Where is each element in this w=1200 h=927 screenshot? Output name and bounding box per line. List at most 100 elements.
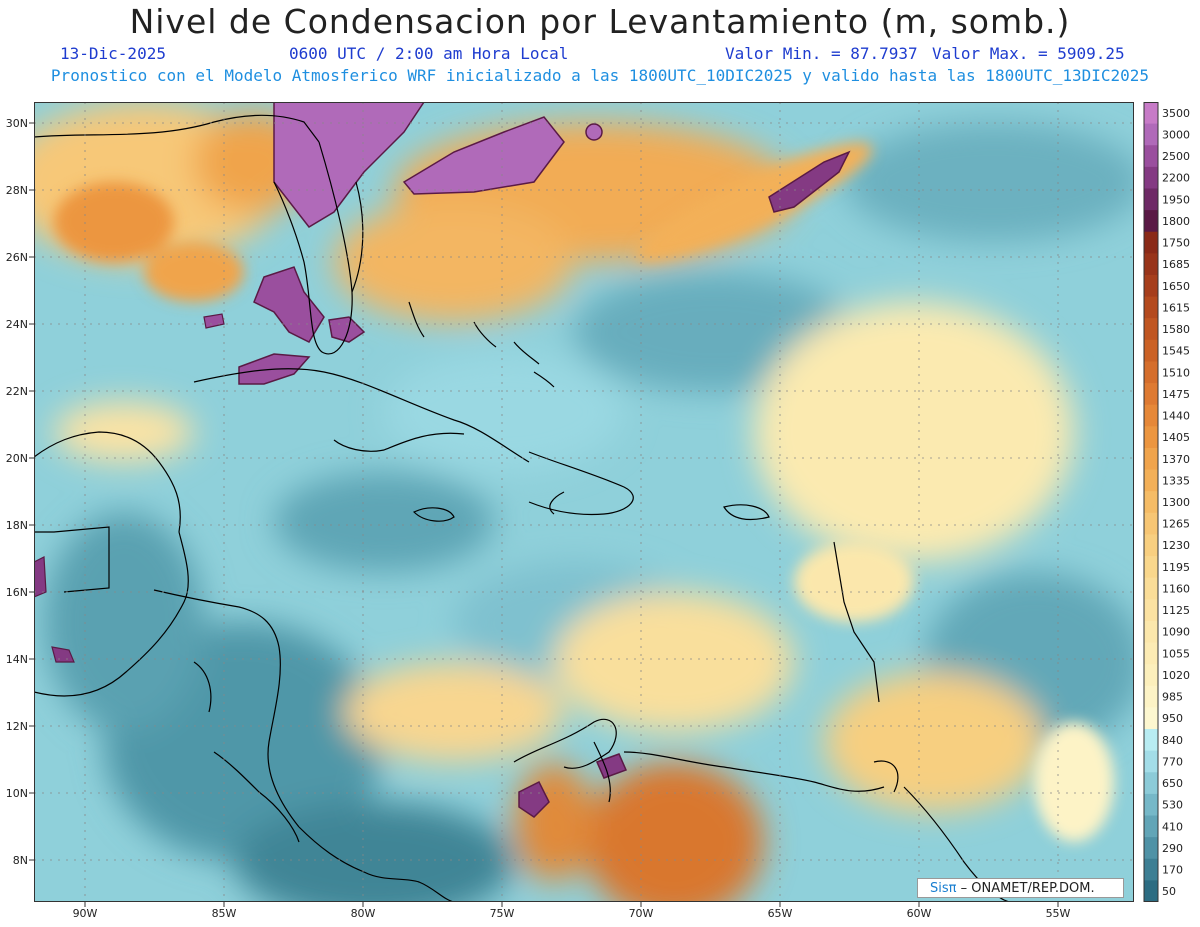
colorbar-label: 1685 <box>1162 258 1190 271</box>
colorbar-swatch <box>1144 599 1158 622</box>
lat-label: 22N <box>6 385 28 398</box>
lon-label: 90W <box>73 907 98 920</box>
lon-label: 60W <box>907 907 932 920</box>
colorbar-swatch <box>1144 577 1158 600</box>
colorbar-swatch <box>1144 188 1158 211</box>
lat-label: 14N <box>6 653 28 666</box>
coastlines <box>34 114 1010 902</box>
colorbar-swatch <box>1144 642 1158 665</box>
colorbar-swatch <box>1144 685 1158 708</box>
colorbar-label: 1300 <box>1162 496 1190 509</box>
colorbar-swatch <box>1144 664 1158 687</box>
colorbar-label: 770 <box>1162 755 1183 768</box>
colorbar-label: 1265 <box>1162 518 1190 531</box>
colorbar-label: 1370 <box>1162 453 1190 466</box>
colorbar-swatch <box>1144 296 1158 319</box>
colorbar-swatch <box>1144 880 1158 902</box>
lat-label: 10N <box>6 787 28 800</box>
colorbar-swatch <box>1144 491 1158 514</box>
colorbar-swatch <box>1144 166 1158 189</box>
lat-label: 24N <box>6 318 28 331</box>
colorbar-swatch <box>1144 102 1158 125</box>
colorbar-swatch <box>1144 837 1158 860</box>
lcl-map <box>34 102 1134 902</box>
colorbar-label: 1160 <box>1162 582 1190 595</box>
colorbar-label: 1125 <box>1162 604 1190 617</box>
colorbar-label: 1580 <box>1162 323 1190 336</box>
field-shading <box>34 102 1134 902</box>
colorbar-label: 1335 <box>1162 474 1190 487</box>
colorbar-swatch <box>1144 318 1158 341</box>
colorbar-label: 1950 <box>1162 193 1190 206</box>
colorbar-label: 530 <box>1162 799 1183 812</box>
logo-sispi-text: Sisπ <box>930 881 957 896</box>
lon-label: 85W <box>212 907 237 920</box>
sispi-logo: Sisπ – ONAMET/REP.DOM. <box>917 878 1124 898</box>
colorbar-swatch <box>1144 556 1158 579</box>
colorbar-label: 1800 <box>1162 215 1190 228</box>
colorbar-swatch <box>1144 123 1158 146</box>
colorbar-label: 170 <box>1162 864 1183 877</box>
lon-label: 80W <box>351 907 376 920</box>
colorbar-label: 2500 <box>1162 150 1190 163</box>
forecast-time: 0600 UTC / 2:00 am Hora Local <box>289 44 569 63</box>
min-value: Valor Min. = 87.7937 <box>725 44 918 63</box>
colorbar-swatch <box>1144 426 1158 449</box>
colorbar-label: 1440 <box>1162 410 1190 423</box>
colorbar-label: 290 <box>1162 842 1183 855</box>
colorbar-label: 1650 <box>1162 280 1190 293</box>
lon-label: 70W <box>629 907 654 920</box>
colorbar-label: 50 <box>1162 885 1176 898</box>
colorbar-swatch <box>1144 707 1158 730</box>
lat-label: 26N <box>6 251 28 264</box>
colorbar-label: 1090 <box>1162 626 1190 639</box>
lat-label: 12N <box>6 720 28 733</box>
colorbar-label: 1475 <box>1162 388 1190 401</box>
colorbar-label: 410 <box>1162 820 1183 833</box>
map-frame <box>34 102 1134 902</box>
max-value: Valor Max. = 5909.25 <box>932 44 1125 63</box>
colorbar-swatch <box>1144 469 1158 492</box>
colorbar: 3500 3000 2500 2200 1950 1800 1750 1685 1650 1615… <box>1143 102 1190 902</box>
purple-patches <box>34 102 851 818</box>
colorbar-label: 1545 <box>1162 345 1190 358</box>
axis-labels: 30N 28N 26N 24N 22N 20N 18N 16N 14N 12N 10N 8N 90W 8… <box>6 117 1071 920</box>
forecast-date: 13-Dic-2025 <box>60 44 166 63</box>
colorbar-label: 1055 <box>1162 647 1190 660</box>
colorbar-label: 1510 <box>1162 366 1190 379</box>
colorbar-swatch <box>1144 145 1158 168</box>
lon-label: 65W <box>768 907 793 920</box>
colorbar-label: 1195 <box>1162 561 1190 574</box>
lon-label: 55W <box>1046 907 1071 920</box>
colorbar-swatch <box>1144 793 1158 817</box>
model-subtitle: Pronostico con el Modelo Atmosferico WRF… <box>50 66 1150 85</box>
colorbar-label: 650 <box>1162 777 1183 790</box>
colorbar-swatch <box>1144 512 1158 535</box>
logo-onamet-text: – ONAMET/REP.DOM. <box>960 881 1095 896</box>
colorbar-swatch <box>1144 772 1158 795</box>
lat-label: 20N <box>6 452 28 465</box>
colorbar-swatch <box>1144 404 1158 427</box>
colorbar-swatch <box>1144 274 1158 298</box>
colorbar-swatch <box>1144 620 1158 644</box>
colorbar-swatch <box>1144 253 1158 276</box>
colorbar-swatch <box>1144 534 1158 557</box>
colorbar-label: 2200 <box>1162 172 1190 185</box>
lat-label: 18N <box>6 519 28 532</box>
colorbar-label: 840 <box>1162 734 1183 747</box>
colorbar-swatch <box>1144 858 1158 881</box>
colorbar-swatch <box>1144 361 1158 384</box>
colorbar-label: 950 <box>1162 712 1183 725</box>
colorbar-label: 985 <box>1162 691 1183 704</box>
colorbar-swatch <box>1144 383 1158 406</box>
colorbar-label: 1405 <box>1162 431 1190 444</box>
lat-label: 8N <box>13 854 28 867</box>
colorbar-swatch <box>1144 210 1158 233</box>
colorbar-swatch <box>1144 815 1158 838</box>
colorbar-swatch <box>1144 750 1158 773</box>
colorbar-label: 1020 <box>1162 669 1190 682</box>
lon-label: 75W <box>490 907 515 920</box>
colorbar-label: 1230 <box>1162 539 1190 552</box>
colorbar-label: 3000 <box>1162 128 1190 141</box>
lat-label: 28N <box>6 184 28 197</box>
